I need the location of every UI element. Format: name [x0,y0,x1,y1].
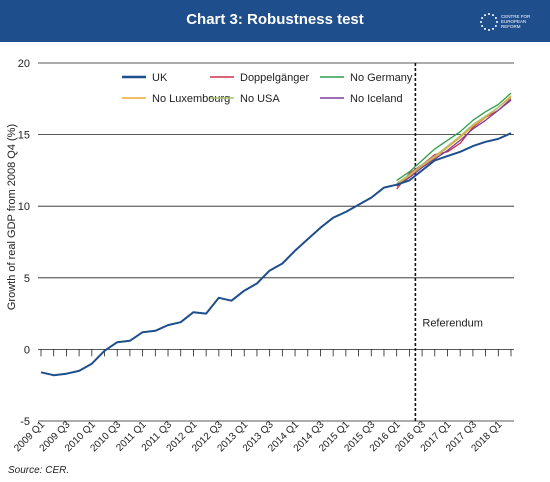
cer-logo: CENTRE FOR EUROPEAN REFORM [478,9,540,35]
legend-label: No Iceland [350,93,403,105]
series-line [396,96,512,184]
y-axis-label: Growth of real GDP from 2008 Q4 (%) [6,124,18,310]
y-tick-label: 20 [18,58,30,70]
y-tick-label: 15 [18,130,30,142]
legend-label: No Germany [350,72,413,84]
legend-label: No Luxembourg [152,93,230,105]
legend-label: No USA [240,93,280,105]
series-line [396,98,512,190]
referendum-label: Referendum [422,317,483,329]
series-line [396,99,512,187]
logo-text: CENTRE FOR EUROPEAN REFORM [501,14,531,29]
chart-title: Chart 3: Robustness test [186,11,364,28]
legend-label: UK [152,72,168,84]
series-line [396,92,512,181]
series-line [40,132,512,377]
y-tick-label: -5 [20,416,30,428]
y-tick-label: 0 [24,344,30,356]
y-tick-label: 10 [18,201,30,213]
eu-stars-icon [480,13,498,31]
header-banner: Chart 3: Robustness test CENTRE FOR EURO… [0,0,550,42]
legend-label: Doppelgänger [240,72,309,84]
y-tick-label: 5 [24,273,30,285]
source-note: Source: CER. [8,465,70,476]
